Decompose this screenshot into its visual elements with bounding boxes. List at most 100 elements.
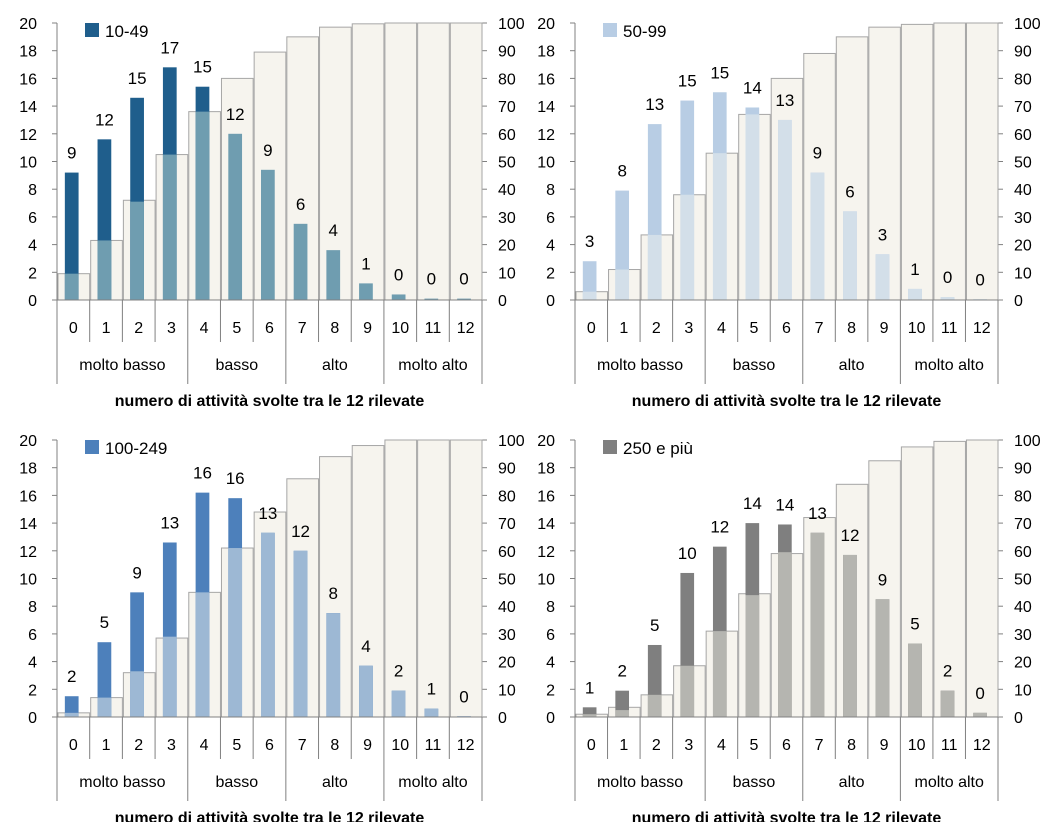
series-bar-overlap xyxy=(359,283,373,300)
series-bar-overlap xyxy=(130,201,144,300)
y-tick-label-right: 50 xyxy=(1014,572,1032,589)
y-tick-label-left: 6 xyxy=(546,627,555,644)
y-tick-label-right: 80 xyxy=(498,488,516,505)
x-tick-label: 10 xyxy=(391,737,409,754)
y-tick-label-left: 0 xyxy=(546,710,555,727)
y-tick-label-left: 12 xyxy=(537,544,555,561)
x-tick-label: 9 xyxy=(363,320,372,337)
x-tick-label: 12 xyxy=(973,320,991,337)
group-label: molto basso xyxy=(597,357,683,374)
data-label: 3 xyxy=(585,232,594,251)
legend-swatch xyxy=(603,440,617,454)
y-tick-label-right: 20 xyxy=(498,655,516,672)
data-label: 9 xyxy=(67,144,76,163)
y-tick-label-left: 12 xyxy=(19,544,37,561)
y-tick-label-left: 8 xyxy=(546,182,555,199)
y-tick-label-left: 2 xyxy=(546,682,555,699)
group-label: molto basso xyxy=(597,774,683,791)
data-label: 0 xyxy=(459,687,468,706)
y-tick-label-right: 90 xyxy=(498,461,516,478)
y-tick-label-right: 10 xyxy=(498,682,516,699)
y-tick-label-right: 80 xyxy=(1014,488,1032,505)
y-tick-label-left: 20 xyxy=(19,16,37,33)
series-bar-overlap xyxy=(582,714,597,717)
series-bar-overlap xyxy=(228,133,243,300)
y-tick-label-left: 18 xyxy=(19,461,37,478)
x-tick-label: 6 xyxy=(782,737,791,754)
y-tick-label-right: 70 xyxy=(498,99,516,116)
x-axis-title: numero di attività svolte tra le 12 rile… xyxy=(115,393,425,410)
group-label: molto basso xyxy=(79,774,165,791)
series-bar-overlap xyxy=(261,169,275,300)
data-label: 15 xyxy=(193,58,212,77)
data-label: 0 xyxy=(459,270,468,289)
legend-swatch xyxy=(85,23,99,37)
x-tick-label: 5 xyxy=(750,320,759,337)
y-tick-label-right: 90 xyxy=(1014,461,1032,478)
y-tick-label-right: 70 xyxy=(498,516,516,533)
y-tick-label-right: 100 xyxy=(1014,433,1041,450)
series-bar-overlap xyxy=(745,595,760,717)
group-label: molto alto xyxy=(398,774,467,791)
y-tick-label-left: 10 xyxy=(19,155,37,172)
series-bar-overlap xyxy=(940,690,955,717)
y-tick-label-left: 14 xyxy=(537,99,555,116)
data-label: 1 xyxy=(427,680,436,699)
x-tick-label: 2 xyxy=(652,737,661,754)
y-tick-label-right: 60 xyxy=(498,127,516,144)
group-label: basso xyxy=(215,357,258,374)
cumulative-bar xyxy=(965,439,999,718)
y-tick-label-right: 100 xyxy=(498,16,525,33)
data-label: 1 xyxy=(910,260,919,279)
x-tick-label: 4 xyxy=(200,320,209,337)
y-tick-label-left: 6 xyxy=(28,210,37,227)
data-label: 2 xyxy=(617,662,626,681)
x-tick-label: 8 xyxy=(330,737,339,754)
x-axis-title: numero di attività svolte tra le 12 rile… xyxy=(115,810,425,822)
series-bar xyxy=(582,707,597,717)
series-bar-overlap xyxy=(424,298,439,300)
y-tick-label-right: 30 xyxy=(1014,627,1032,644)
x-tick-label: 12 xyxy=(973,737,991,754)
x-tick-label: 7 xyxy=(815,320,824,337)
data-label: 9 xyxy=(878,570,887,589)
data-label: 13 xyxy=(775,91,794,110)
series-bar-overlap xyxy=(457,298,471,300)
x-tick-label: 2 xyxy=(134,737,143,754)
series-bar-overlap xyxy=(195,111,210,300)
y-tick-label-right: 90 xyxy=(1014,44,1032,61)
series-bar-overlap xyxy=(582,291,597,300)
x-tick-label: 9 xyxy=(880,737,889,754)
series-bar xyxy=(582,261,597,300)
y-tick-label-left: 12 xyxy=(19,127,37,144)
y-tick-label-left: 8 xyxy=(28,599,37,616)
y-tick-label-left: 18 xyxy=(19,44,37,61)
cumulative-bar xyxy=(384,439,418,718)
x-axis-title: numero di attività svolte tra le 12 rile… xyxy=(632,393,942,410)
y-tick-label-left: 14 xyxy=(537,516,555,533)
data-label: 5 xyxy=(100,613,109,632)
y-tick-label-right: 70 xyxy=(1014,516,1032,533)
data-label: 12 xyxy=(95,110,114,129)
x-tick-label: 8 xyxy=(330,320,339,337)
y-tick-label-left: 2 xyxy=(546,265,555,282)
data-label: 4 xyxy=(361,637,370,656)
data-label: 0 xyxy=(975,270,984,289)
x-tick-label: 1 xyxy=(619,737,628,754)
group-label: molto alto xyxy=(915,357,984,374)
x-tick-label: 11 xyxy=(425,737,442,754)
y-tick-label-left: 4 xyxy=(546,655,555,672)
y-tick-label-right: 30 xyxy=(498,627,516,644)
y-tick-label-left: 16 xyxy=(19,71,37,88)
x-tick-label: 12 xyxy=(457,737,475,754)
x-tick-label: 8 xyxy=(847,320,856,337)
data-label: 13 xyxy=(808,504,827,523)
y-tick-label-left: 16 xyxy=(537,488,555,505)
y-tick-label-right: 40 xyxy=(1014,182,1032,199)
y-tick-label-right: 40 xyxy=(498,599,516,616)
data-label: 16 xyxy=(226,469,245,488)
series-bar-overlap xyxy=(940,297,955,300)
series-bar-overlap xyxy=(615,269,630,300)
legend-label: 10-49 xyxy=(105,22,148,41)
